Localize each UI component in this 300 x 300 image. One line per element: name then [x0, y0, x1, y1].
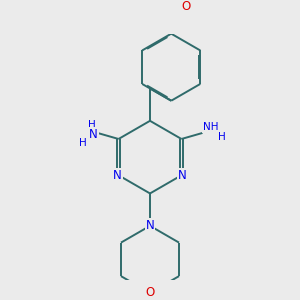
Text: H: H	[88, 120, 96, 130]
Text: NH: NH	[203, 122, 219, 132]
Text: N: N	[89, 128, 98, 141]
Text: O: O	[146, 286, 154, 299]
Text: H: H	[79, 138, 86, 148]
Text: N: N	[146, 219, 154, 232]
Text: O: O	[182, 0, 191, 13]
Text: N: N	[113, 169, 122, 182]
Text: H: H	[218, 132, 226, 142]
Text: N: N	[178, 169, 187, 182]
